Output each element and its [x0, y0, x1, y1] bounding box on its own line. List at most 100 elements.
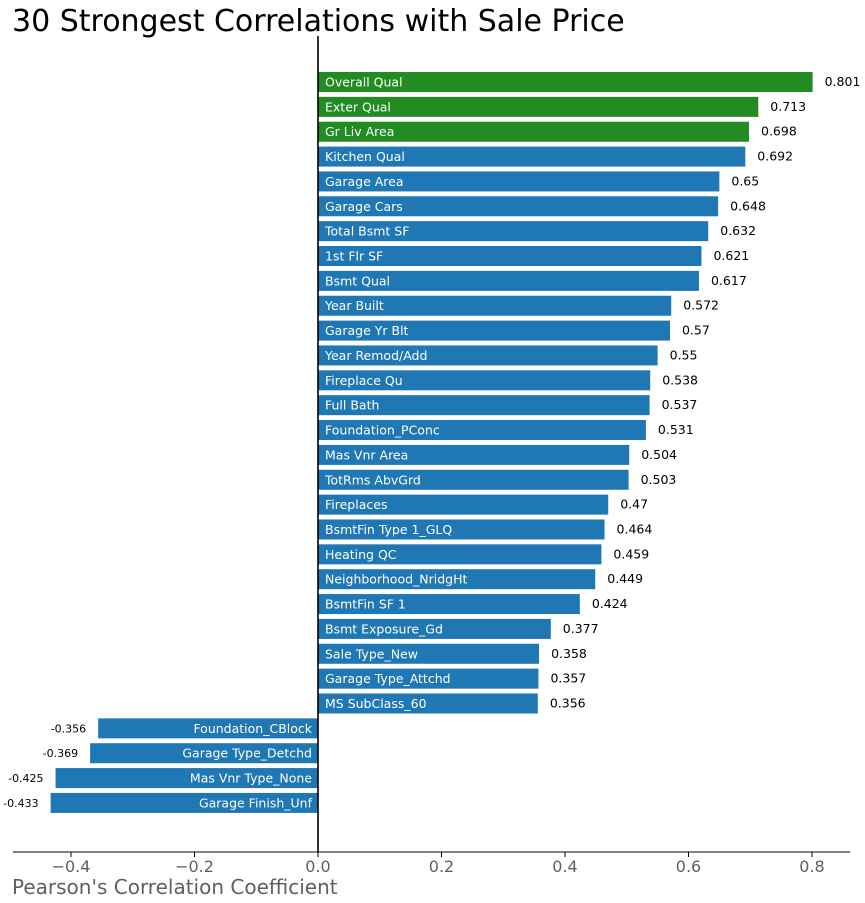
- bar-value-label: 0.357: [550, 671, 586, 686]
- bar-category-label: Bsmt Qual: [325, 273, 390, 288]
- bar-category-label: Exter Qual: [325, 99, 391, 114]
- bar: [318, 270, 699, 291]
- bar-category-label: Foundation_CBlock: [193, 721, 312, 736]
- bar: [318, 72, 813, 92]
- x-tick-label: 0.8: [799, 857, 824, 876]
- bar-value-label: 0.449: [607, 571, 643, 586]
- bar: [318, 643, 540, 664]
- x-tick-label: 0.4: [552, 857, 577, 876]
- bar-category-label: Garage Cars: [325, 199, 403, 214]
- bar: [318, 594, 580, 615]
- bar-category-label: Gr Liv Area: [325, 124, 394, 139]
- x-tick-label: 0.2: [429, 857, 454, 876]
- bar-category-label: Heating QC: [325, 547, 397, 562]
- bar-category-label: Mas Vnr Area: [325, 447, 408, 462]
- bar-category-label: Garage Type_Attchd: [325, 671, 451, 686]
- bar-category-label: Bsmt Exposure_Gd: [325, 621, 443, 636]
- bar: [318, 196, 719, 217]
- bar: [318, 469, 629, 490]
- x-tick-label: 0.6: [676, 857, 701, 876]
- bar-category-label: BsmtFin SF 1: [325, 597, 406, 612]
- bar-category-label: Garage Yr Blt: [325, 323, 409, 338]
- bar-value-label: 0.65: [731, 173, 759, 188]
- bar: [318, 693, 538, 714]
- bar: [318, 494, 609, 515]
- bar-category-label: Mas Vnr Type_None: [190, 771, 312, 786]
- bar-value-label: 0.698: [761, 124, 797, 139]
- axes-group: −0.4 −0.2 0.0 0.2 0.4 0.6 0.8: [13, 36, 850, 876]
- chart-title: 30 Strongest Correlations with Sale Pric…: [12, 4, 625, 39]
- bar: [50, 792, 319, 813]
- bar-value-label: 0.572: [683, 298, 719, 313]
- bar: [318, 668, 539, 689]
- bar: [318, 121, 750, 142]
- bar: [318, 171, 720, 192]
- x-tick-label: 0.0: [305, 857, 330, 876]
- bar-value-label: 0.713: [770, 99, 806, 114]
- bar-value-label: 0.531: [658, 422, 694, 437]
- bar-value-label: 0.801: [825, 74, 861, 89]
- bar-category-label: Neighborhood_NridgHt: [325, 572, 468, 587]
- bar-category-label: Fireplace Qu: [325, 373, 403, 388]
- bar: [318, 246, 702, 267]
- bar-value-label: 0.424: [592, 596, 628, 611]
- x-axis-label: Pearson's Correlation Coefficient: [12, 875, 338, 899]
- bar-value-label: 0.648: [730, 198, 766, 213]
- x-tick-label: −0.4: [52, 857, 91, 876]
- bar-value-label: 0.47: [620, 497, 648, 512]
- bar: [318, 519, 605, 540]
- bar-value-label: 0.692: [757, 149, 793, 164]
- bar-category-label: 1st Flr SF: [325, 249, 383, 264]
- bar: [318, 295, 672, 316]
- bar-value-label: -0.425: [8, 772, 43, 785]
- bar-value-label: 0.503: [641, 472, 677, 487]
- bar-value-label: 0.459: [613, 546, 649, 561]
- bar: [318, 345, 658, 366]
- bar-category-label: TotRms AbvGrd: [324, 472, 421, 487]
- bar-category-label: Full Bath: [325, 398, 379, 413]
- bar-value-label: 0.621: [713, 248, 749, 263]
- bar: [90, 743, 318, 764]
- bar: [98, 718, 318, 739]
- bar: [318, 370, 651, 391]
- bar-category-label: Fireplaces: [325, 497, 387, 512]
- bar-category-label: Garage Finish_Unf: [199, 795, 313, 810]
- bar: [318, 146, 746, 167]
- bar-value-label: -0.356: [51, 722, 86, 735]
- bar: [318, 395, 650, 416]
- bar-category-label: Year Built: [324, 298, 384, 313]
- bar-category-label: Overall Qual: [325, 75, 403, 90]
- bar: [318, 444, 630, 465]
- bar-category-label: MS SubClass_60: [325, 696, 427, 711]
- bar-category-label: BsmtFin Type 1_GLQ: [325, 522, 452, 537]
- x-tick-label: −0.2: [175, 857, 214, 876]
- bar: [318, 221, 709, 242]
- bar-value-label: 0.537: [662, 397, 698, 412]
- bars-group: Overall Qual 0.801 Exter Qual 0.713 Gr Liv A…: [3, 72, 860, 813]
- bar: [318, 320, 670, 341]
- bar-category-label: Year Remod/Add: [324, 348, 427, 363]
- bar: [318, 569, 596, 590]
- bar-category-label: Sale Type_New: [325, 646, 418, 661]
- bar-category-label: Kitchen Qual: [325, 149, 405, 164]
- bar-value-label: -0.369: [43, 747, 78, 760]
- bar-value-label: 0.358: [551, 646, 587, 661]
- bar-value-label: 0.356: [550, 696, 586, 711]
- bar: [55, 768, 318, 789]
- bar-value-label: 0.632: [720, 223, 756, 238]
- bar-value-label: 0.538: [662, 372, 698, 387]
- bar-category-label: Garage Type_Detchd: [182, 746, 312, 761]
- bar: [318, 618, 551, 639]
- bar-category-label: Total Bsmt SF: [324, 224, 409, 239]
- bar-value-label: 0.617: [711, 273, 747, 288]
- bar-value-label: 0.57: [682, 323, 710, 338]
- bar: [318, 544, 602, 565]
- bar-value-label: 0.504: [641, 447, 677, 462]
- bar-value-label: 0.377: [563, 621, 599, 636]
- bar-value-label: 0.55: [670, 347, 698, 362]
- bar-value-label: -0.433: [3, 797, 38, 810]
- bar-category-label: Foundation_PConc: [325, 423, 440, 438]
- bar: [318, 420, 646, 441]
- bar-value-label: 0.464: [617, 521, 653, 536]
